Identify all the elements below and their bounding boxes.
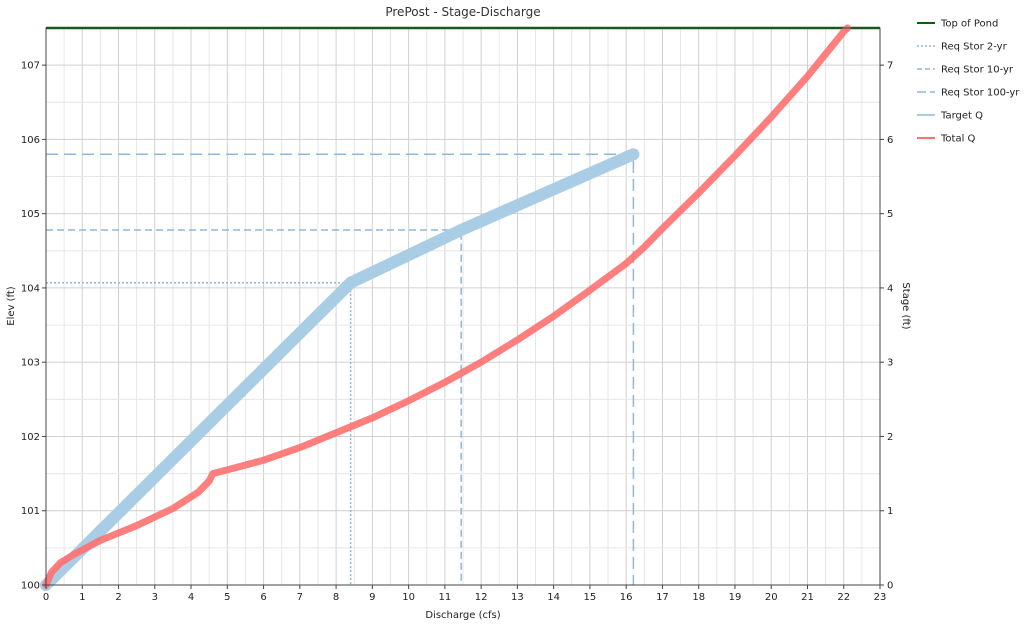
y-tick-label: 105 xyxy=(21,209,40,220)
legend-label: Total Q xyxy=(940,134,976,145)
x-axis-title: Discharge (cfs) xyxy=(425,610,500,621)
series-req-stor-100-yr xyxy=(46,153,635,585)
x-tick-label: 18 xyxy=(692,592,705,603)
x-tick-label: 3 xyxy=(152,592,158,603)
y-axis-title: Elev (ft) xyxy=(6,286,17,326)
y2-tick-label: 6 xyxy=(887,135,893,146)
y-tick-label: 102 xyxy=(21,432,40,443)
x-tick-label: 14 xyxy=(547,592,560,603)
x-axis-ticks: 0 1 2 3 4 5 6 7 8 9 10 11 12 13 14 15 16 17 18 19 20 21 22 23 xyxy=(43,585,887,603)
legend-label: Req Stor 2-yr xyxy=(941,42,1008,53)
x-tick-label: 20 xyxy=(765,592,778,603)
y2-tick-label: 1 xyxy=(887,506,893,517)
x-tick-label: 12 xyxy=(475,592,488,603)
x-tick-label: 15 xyxy=(584,592,597,603)
y2-axis-ticks: 0 1 2 3 4 5 6 7 xyxy=(880,61,893,592)
x-tick-label: 2 xyxy=(115,592,121,603)
y2-tick-label: 4 xyxy=(887,283,893,294)
y-tick-label: 103 xyxy=(21,358,40,369)
x-tick-label: 13 xyxy=(511,592,524,603)
x-tick-label: 11 xyxy=(439,592,452,603)
x-tick-label: 22 xyxy=(837,592,850,603)
y2-axis-title: Stage (ft) xyxy=(900,282,911,329)
series-req-stor-10-yr xyxy=(46,229,462,585)
x-tick-label: 5 xyxy=(224,592,230,603)
x-tick-label: 1 xyxy=(79,592,85,603)
y-tick-label: 104 xyxy=(21,283,40,294)
x-tick-label: 6 xyxy=(260,592,266,603)
legend-label: Target Q xyxy=(940,111,983,122)
x-tick-label: 19 xyxy=(729,592,742,603)
y-tick-label: 100 xyxy=(21,581,40,592)
x-tick-label: 10 xyxy=(402,592,415,603)
plot-frame xyxy=(45,27,881,586)
x-tick-label: 0 xyxy=(43,592,49,603)
x-tick-label: 4 xyxy=(188,592,194,603)
y2-tick-label: 3 xyxy=(887,358,893,369)
y-axis-ticks: 100 101 102 103 104 105 106 107 xyxy=(21,61,46,592)
y2-tick-label: 2 xyxy=(887,432,893,443)
x-tick-label: 16 xyxy=(620,592,633,603)
x-tick-label: 17 xyxy=(656,592,669,603)
x-tick-label: 21 xyxy=(801,592,814,603)
legend: Top of Pond Req Stor 2-yr Req Stor 10-yr Re… xyxy=(917,19,1020,145)
x-tick-label: 8 xyxy=(333,592,339,603)
y2-tick-label: 5 xyxy=(887,209,893,220)
series-target-q xyxy=(40,148,640,591)
y-tick-label: 101 xyxy=(21,506,40,517)
series-total-q xyxy=(42,24,851,589)
x-tick-label: 7 xyxy=(297,592,303,603)
chart-title: PrePost - Stage-Discharge xyxy=(385,5,540,19)
y-tick-label: 106 xyxy=(21,135,40,146)
y-tick-label: 107 xyxy=(21,61,40,72)
legend-label: Top of Pond xyxy=(940,19,998,30)
legend-label: Req Stor 100-yr xyxy=(941,88,1020,99)
y2-tick-label: 7 xyxy=(887,61,893,72)
grid xyxy=(45,27,881,586)
x-tick-label: 23 xyxy=(874,592,887,603)
x-tick-label: 9 xyxy=(369,592,375,603)
legend-label: Req Stor 10-yr xyxy=(941,65,1014,76)
y2-tick-label: 0 xyxy=(887,581,893,592)
